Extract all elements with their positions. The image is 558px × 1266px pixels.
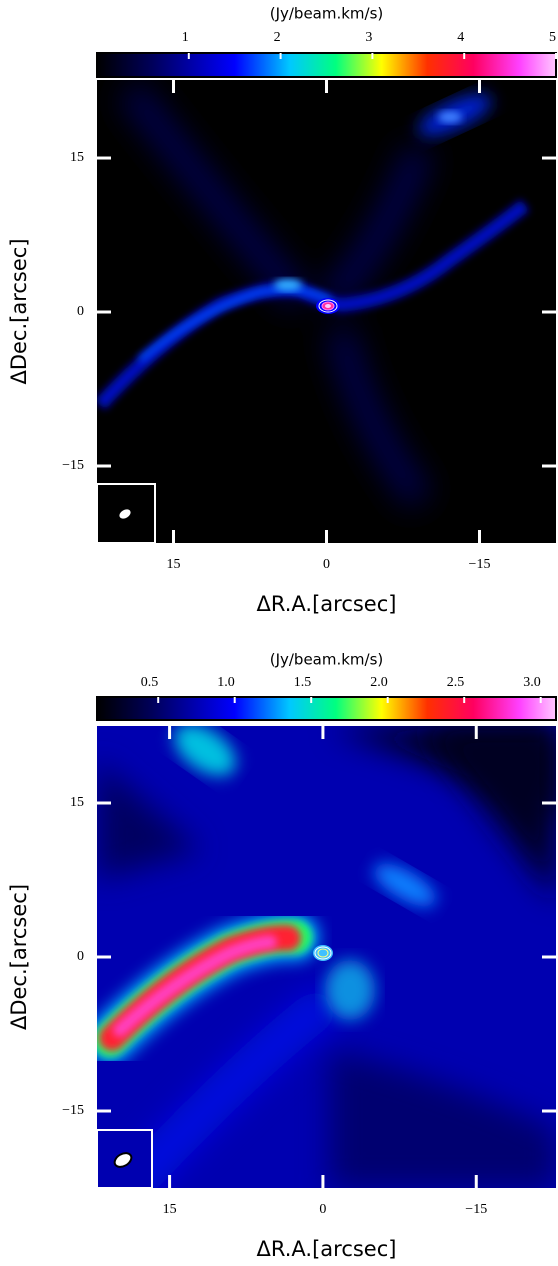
x-axis-label: ΔR.A.[arcsec] <box>257 1237 397 1261</box>
colorbar-tick-label: 2 <box>274 30 281 45</box>
y-tick-label: 0 <box>77 949 84 964</box>
colorbar-tick-label: 2.0 <box>370 675 388 690</box>
x-tick-label: 15 <box>163 1202 177 1217</box>
colorbar-tick-label: 4 <box>457 30 464 45</box>
colorbar-tick-label: 1 <box>182 30 189 45</box>
colorbar <box>96 52 557 78</box>
y-tick-label: −15 <box>62 458 84 473</box>
x-tick-label: 0 <box>323 557 330 572</box>
intensity-map <box>97 726 556 1188</box>
colorbar-tick-label: 1.0 <box>217 675 235 690</box>
y-tick-label: 15 <box>70 150 84 165</box>
colorbar-label: (Jy/beam.km/s) <box>270 651 384 669</box>
y-axis-label: ΔDec.[arcsec] <box>7 238 31 384</box>
x-tick-label: −15 <box>465 1202 487 1217</box>
y-axis-label: ΔDec.[arcsec] <box>7 884 31 1030</box>
colorbar-tick-label: 3 <box>365 30 372 45</box>
x-tick-label: 15 <box>167 557 181 572</box>
y-tick-label: 0 <box>77 304 84 319</box>
colorbar-tick-label: 1.5 <box>294 675 312 690</box>
intensity-map <box>97 80 556 543</box>
colorbar-tick-label: 5 <box>549 30 556 45</box>
y-tick-label: −15 <box>62 1103 84 1118</box>
x-tick-label: −15 <box>469 557 491 572</box>
y-tick-label: 15 <box>70 795 84 810</box>
x-axis-label: ΔR.A.[arcsec] <box>257 592 397 616</box>
x-tick-label: 0 <box>319 1202 326 1217</box>
colorbar-tick-label: 2.5 <box>447 675 465 690</box>
colorbar <box>96 696 557 721</box>
colorbar-tick-label: 3.0 <box>523 675 541 690</box>
colorbar-tick-label: 0.5 <box>141 675 159 690</box>
colorbar-label: (Jy/beam.km/s) <box>270 5 384 23</box>
